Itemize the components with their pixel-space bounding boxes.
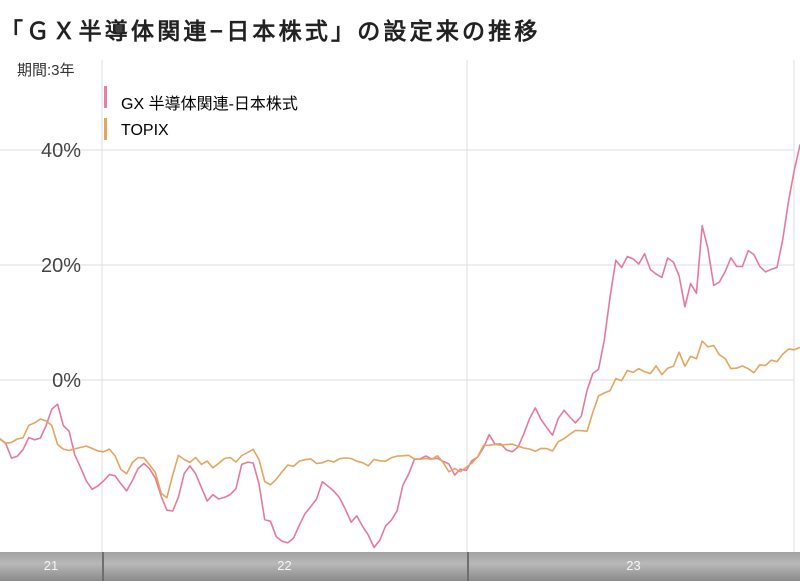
svg-text:0%: 0%: [52, 370, 81, 392]
svg-text:20%: 20%: [41, 255, 81, 277]
svg-text:40%: 40%: [41, 140, 81, 162]
